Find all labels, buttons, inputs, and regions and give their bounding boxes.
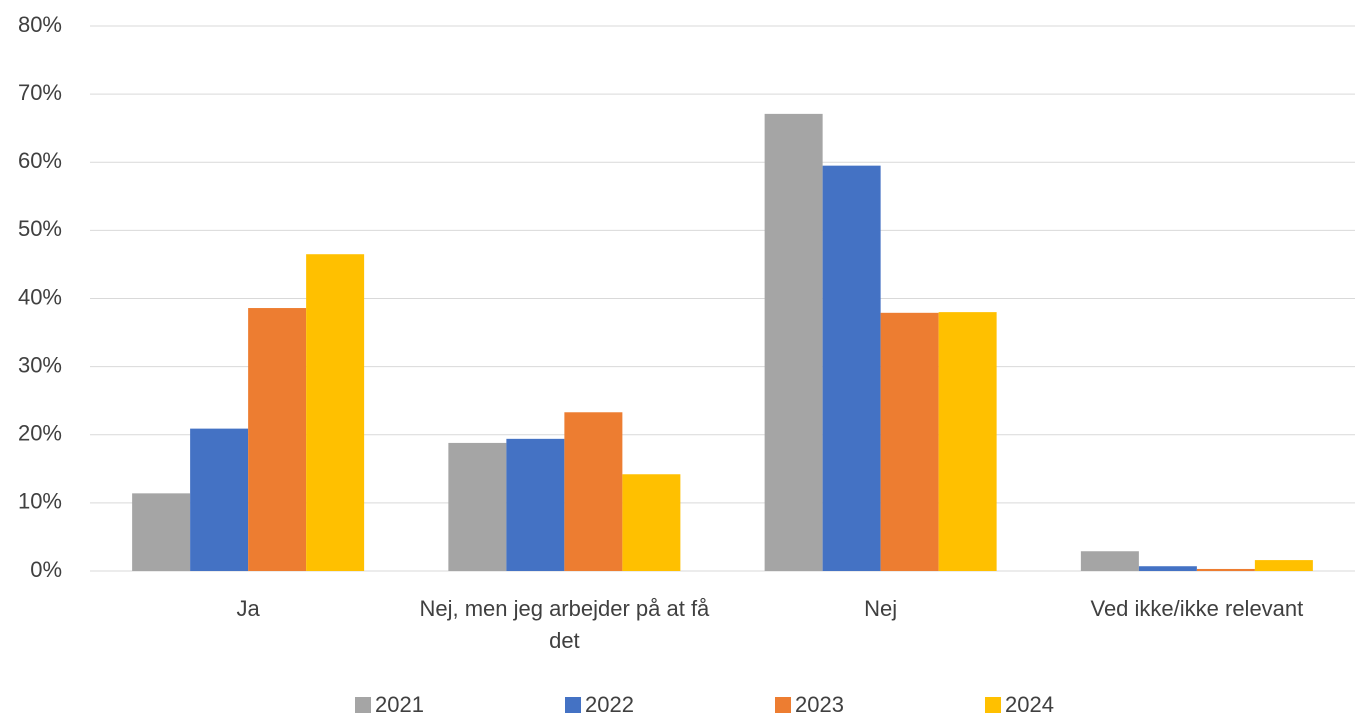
- legend-label: 2023: [795, 692, 844, 717]
- x-tick-label: Ved ikke/ikke relevant: [1090, 596, 1304, 621]
- bar: [938, 312, 997, 571]
- y-tick-label: 60%: [18, 148, 62, 173]
- x-tick-label: Nej, men jeg arbejder på at få det: [419, 596, 710, 653]
- legend-swatch: [565, 697, 581, 713]
- bar: [564, 412, 623, 571]
- legend-swatch: [355, 697, 371, 713]
- legend-label: 2024: [1005, 692, 1054, 717]
- bar: [306, 254, 365, 571]
- legend-swatch: [775, 697, 791, 713]
- y-tick-label: 0%: [30, 557, 62, 582]
- bar: [132, 493, 191, 571]
- bar: [822, 165, 881, 571]
- bar: [506, 438, 565, 571]
- legend-label: 2022: [585, 692, 634, 717]
- bar: [248, 308, 307, 571]
- y-tick-label: 80%: [18, 12, 62, 37]
- bar: [1254, 560, 1313, 571]
- y-tick-label: 30%: [18, 352, 62, 377]
- bar: [880, 312, 939, 571]
- bar: [448, 442, 507, 571]
- bar: [1196, 568, 1255, 571]
- bar: [1080, 551, 1139, 571]
- legend-swatch: [985, 697, 1001, 713]
- legend-label: 2021: [375, 692, 424, 717]
- bar: [190, 428, 249, 571]
- bar: [764, 113, 823, 571]
- y-tick-label: 10%: [18, 489, 62, 514]
- x-tick-label: Nej: [864, 596, 898, 621]
- y-tick-label: 70%: [18, 80, 62, 105]
- x-tick-label: Ja: [236, 596, 260, 621]
- y-tick-label: 20%: [18, 421, 62, 446]
- y-tick-label: 50%: [18, 216, 62, 241]
- bar: [622, 474, 681, 571]
- y-tick-label: 40%: [18, 284, 62, 309]
- bar: [1138, 566, 1197, 571]
